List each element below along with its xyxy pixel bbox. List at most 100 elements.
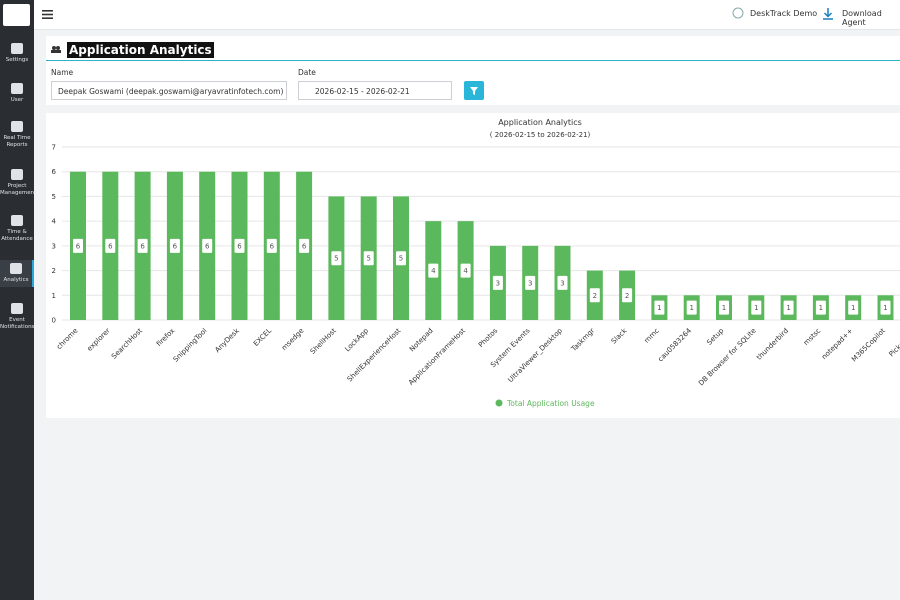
value-label-box: [428, 263, 439, 278]
download-icon: [823, 8, 833, 20]
value-label: 6: [205, 242, 210, 250]
nav-label: Project Management: [0, 183, 37, 196]
value-label: 6: [108, 242, 113, 250]
value-label-box: [654, 300, 665, 315]
value-label: 5: [366, 255, 370, 263]
value-label-box: [331, 251, 342, 266]
user-icon: [732, 7, 744, 19]
x-tick-label: SearchHost: [110, 327, 144, 361]
x-tick-label: SnippingTool: [172, 327, 209, 364]
nav-item[interactable]: Real Time Reports: [0, 118, 34, 152]
chart-panel: Application Analytics ( 2026-02-15 to 202…: [46, 113, 900, 418]
x-tick-label: cau0583264: [657, 326, 694, 363]
nav-label: Analytics: [3, 277, 29, 283]
x-tick-label: UltraViewer_Desktop: [507, 326, 565, 384]
x-tick-label: notepad++: [820, 327, 855, 362]
nav-item[interactable]: Event Notifications: [0, 300, 34, 334]
value-label: 5: [399, 255, 403, 263]
value-label-box: [557, 275, 568, 290]
value-label: 4: [463, 267, 468, 275]
value-label: 1: [883, 304, 887, 312]
logo[interactable]: [3, 4, 30, 26]
download-agent[interactable]: Download Agent: [842, 9, 882, 27]
x-tick-label: ApplicationFrameHost: [407, 327, 467, 387]
x-tick-label: ShellExperienceHost: [346, 327, 403, 384]
x-tick-label: mmc: [643, 327, 661, 345]
filter-button[interactable]: [464, 81, 484, 100]
date-value: 2026-02-15 - 2026-02-21: [315, 87, 410, 96]
value-label: 1: [786, 304, 790, 312]
date-select[interactable]: 2026-02-15 - 2026-02-21: [298, 81, 452, 100]
value-label: 1: [657, 304, 661, 312]
legend-label: Total Application Usage: [506, 399, 595, 408]
chart: Application Analytics ( 2026-02-15 to 202…: [52, 118, 900, 408]
y-tick-label: 0: [52, 317, 56, 325]
value-label-box: [363, 251, 374, 266]
value-label-box: [460, 263, 471, 278]
x-tick-label: Photos: [477, 327, 500, 350]
value-label-box: [73, 238, 83, 253]
nav-icon: [11, 121, 23, 132]
value-label-box: [169, 238, 180, 253]
nav-icon: [11, 169, 23, 180]
nav-item[interactable]: User: [0, 80, 34, 107]
y-tick-label: 7: [52, 144, 56, 152]
value-label-box: [137, 238, 148, 253]
user-name[interactable]: DeskTrack Demo: [750, 9, 818, 18]
value-label-box: [492, 275, 503, 290]
nav-item[interactable]: Project Management: [0, 166, 37, 200]
y-tick-label: 4: [52, 218, 57, 226]
nav-item[interactable]: Time & Attendance: [0, 212, 34, 246]
value-label-box: [234, 238, 245, 253]
name-select[interactable]: Deepak Goswami (deepak.goswami@aryavrati…: [51, 81, 287, 100]
value-label-box: [751, 300, 762, 315]
y-tick-label: 2: [52, 267, 56, 275]
x-tick-label: Notepad: [408, 327, 435, 354]
nav-label: Real Time Reports: [3, 135, 31, 148]
value-label: 3: [560, 279, 564, 287]
value-label-box: [880, 300, 891, 315]
value-label: 1: [819, 304, 823, 312]
value-label: 6: [270, 242, 275, 250]
nav-icon: [11, 215, 23, 226]
x-tick-label: chrome: [55, 327, 79, 351]
y-tick-label: 1: [52, 292, 56, 300]
chart-subtitle: ( 2026-02-15 to 2026-02-21): [490, 131, 591, 139]
nav-icon: [10, 263, 22, 274]
value-label-box: [783, 300, 794, 315]
value-label-box: [105, 238, 116, 253]
nav-item[interactable]: Settings: [0, 40, 34, 67]
x-tick-label: DB Browser for SQLite: [697, 327, 758, 388]
nav-label: User: [10, 97, 24, 103]
y-tick-label: 5: [52, 193, 56, 201]
x-tick-label: Slack: [610, 326, 629, 345]
date-label: Date: [298, 68, 316, 77]
value-label: 6: [140, 242, 145, 250]
nav-icon: [11, 83, 23, 94]
x-tick-label: EXCEL: [252, 327, 273, 348]
nav-item[interactable]: Analytics: [0, 260, 34, 287]
x-tick-label: Taskmgr: [569, 327, 596, 354]
name-label: Name: [51, 68, 74, 77]
value-label-box: [719, 300, 729, 315]
value-label: 3: [496, 279, 500, 287]
title-icon: [51, 46, 61, 53]
value-label-box: [686, 300, 697, 315]
value-label: 5: [334, 255, 338, 263]
value-label: 6: [302, 242, 307, 250]
x-tick-label: ShellHost: [309, 327, 338, 356]
nav-label: Time & Attendance: [1, 229, 33, 242]
value-label: 6: [76, 242, 81, 250]
panel-title: Application Analytics: [67, 42, 214, 58]
y-tick-label: 6: [52, 168, 57, 176]
name-value: Deepak Goswami (deepak.goswami@aryavrati…: [58, 87, 284, 96]
menu-toggle[interactable]: [42, 10, 53, 19]
value-label-box: [815, 300, 826, 315]
chart-title: Application Analytics: [498, 118, 582, 127]
value-label: 1: [851, 304, 855, 312]
value-label: 6: [173, 242, 178, 250]
top-bar: DeskTrack Demo Download Agent: [34, 0, 900, 30]
nav-icon: [11, 43, 23, 54]
x-tick-label: explorer: [86, 327, 112, 353]
